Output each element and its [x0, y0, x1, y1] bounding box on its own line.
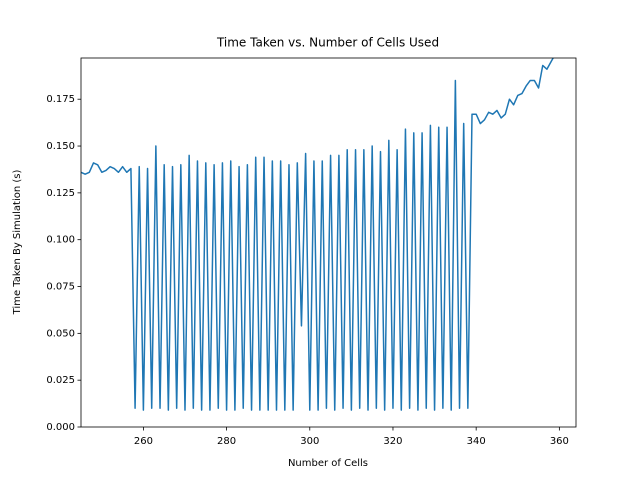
x-tick-label: 360 [550, 436, 569, 447]
y-tick-label: 0.125 [46, 188, 75, 199]
plot-frame [80, 57, 577, 428]
y-tick-label: 0.025 [46, 375, 75, 386]
y-tick-label: 0.050 [46, 328, 75, 339]
data-line [81, 58, 554, 411]
y-tick-label: 0.150 [46, 141, 75, 152]
y-tick-label: 0.075 [46, 282, 75, 293]
x-tick-label: 320 [383, 436, 402, 447]
x-tick-label: 260 [134, 436, 153, 447]
x-axis-label: Number of Cells [288, 458, 368, 469]
chart-title: Time Taken vs. Number of Cells Used [216, 36, 439, 50]
y-tick-label: 0.175 [46, 94, 75, 105]
x-tick-label: 280 [217, 436, 236, 447]
y-tick-label: 0.100 [46, 235, 75, 246]
y-tick-label: 0.000 [46, 422, 75, 433]
x-tick-label: 340 [467, 436, 486, 447]
y-axis-label: Time Taken By Simulation (s) [12, 170, 23, 316]
x-tick-label: 300 [300, 436, 319, 447]
